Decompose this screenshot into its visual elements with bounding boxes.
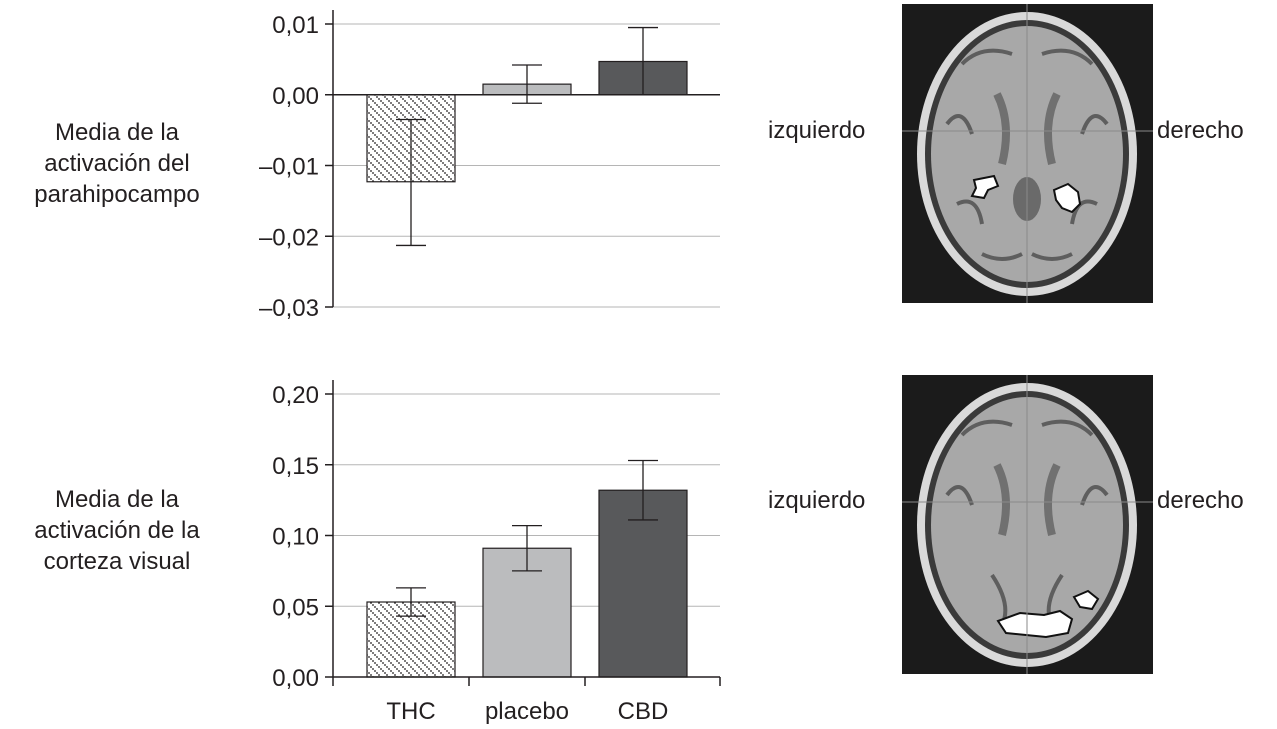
chart2-xtick-label: placebo: [485, 698, 569, 725]
chart1-ytick-label: –0,02: [259, 224, 319, 251]
chart1-ytick-label: –0,01: [259, 154, 319, 181]
chart2-ytick-label: 0,10: [272, 524, 319, 551]
chart1-ytick-label: –0,03: [259, 295, 319, 322]
chart2-ytick-label: 0,00: [272, 665, 319, 692]
brain1-right-label: derecho: [1157, 117, 1244, 144]
chart2-ytick-label: 0,15: [272, 453, 319, 480]
chart1-ytick-label: 0,00: [272, 83, 319, 110]
chart2-ylabel-line3: corteza visual: [43, 548, 191, 575]
brain2-right-label: derecho: [1157, 487, 1244, 514]
brain-scan-visual-cortex: [902, 375, 1153, 674]
chart2-ylabel: Media de la activación de la corteza vis…: [2, 484, 232, 577]
chart1-ytick-label: 0,01: [272, 12, 319, 39]
chart2-xtick-label: THC: [386, 698, 435, 725]
brain-scan-parahippocampus: [902, 4, 1153, 303]
brain2-left-label: izquierdo: [768, 487, 866, 514]
brain-scan-2-image: [902, 375, 1153, 674]
chart2-ytick-label: 0,05: [272, 594, 319, 621]
brain1-left-label: izquierdo: [768, 117, 866, 144]
chart2-ytick-label: 0,20: [272, 382, 319, 409]
chart1-ylabel-line3: parahipocampo: [34, 181, 200, 208]
chart1-ylabel-line2: activación del: [44, 150, 190, 177]
chart2-ylabel-line2: activación de la: [34, 517, 200, 544]
chart1-ylabel-line1: Media de la: [54, 119, 180, 146]
brain-scan-1-image: [902, 4, 1153, 303]
chart1-ylabel: Media de la activación del parahipocampo: [2, 117, 232, 210]
chart2-xtick-label: CBD: [618, 698, 669, 725]
bar-charts: 0,01 0,00 –0,01 –0,02 –0,03 0,20 0,15 0,10 0,05 0…: [259, 10, 721, 725]
chart2-ylabel-line1: Media de la: [54, 486, 180, 513]
